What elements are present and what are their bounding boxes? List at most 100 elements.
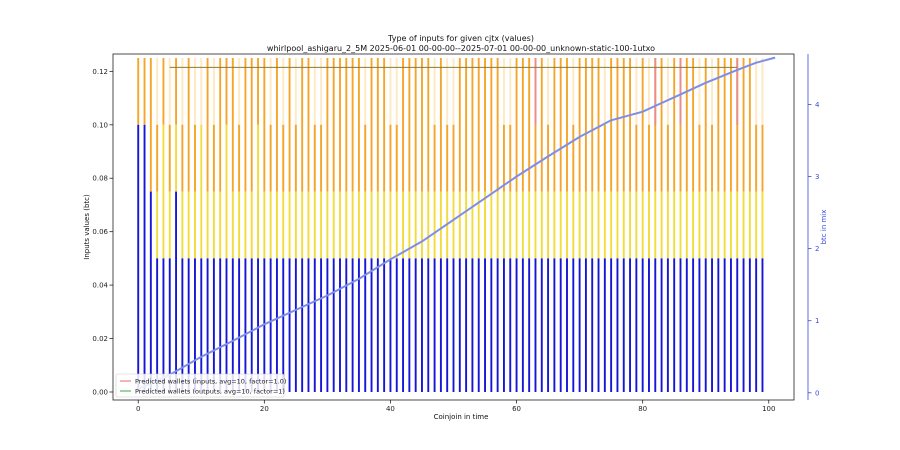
bar-fresh-inputs-14 [225,258,228,392]
bar-fresh-inputs-10 [200,258,203,392]
y-tick-label-0.12: 0.12 [92,68,108,76]
bar-remix-inputs-9 [194,191,196,259]
bar-fresh-inputs-27 [307,258,310,392]
bar-remix-inputs-higher--76 [616,58,619,192]
bar-remix-inputs-higher--78 [629,58,632,192]
bar-remix-inputs-39 [383,191,386,259]
bar-fresh-inputs-52 [465,258,468,392]
bar-fresh-inputs-11 [206,258,209,392]
bar-remix-inputs-higher--50 [452,124,455,192]
bar-fresh-inputs-46 [427,258,430,392]
bar-fresh-inputs-80 [641,258,644,392]
bar-remix-inputs-higher--1 [143,58,146,125]
bar-remix-inputs-82 [654,191,657,259]
y-tick-label-0.10: 0.10 [92,121,108,129]
bar-remix-inputs-higher--69 [572,124,575,192]
bar-remix-inputs-44 [414,191,417,259]
bar-fresh-inputs-36 [364,258,367,392]
bar-fresh-inputs-84 [666,258,669,392]
bar-remix-inputs-18 [250,191,253,259]
bar-fresh-inputs-99 [761,258,764,392]
bar-remix-inputs-25 [294,191,297,259]
bar-remix-inputs-30 [326,191,329,259]
bar-remix-inputs-3 [156,191,159,259]
bar-fresh-inputs-3 [156,258,159,392]
overlay-layer [137,56,776,391]
bar-remix-inputs-higher--14 [225,58,228,125]
bar-remix-inputs-higher--23 [282,124,285,192]
bar-remix-inputs-higher--88 [692,58,695,192]
bar-remix-inputs-higher--13 [219,58,222,192]
bar-remix-inputs-higher--60 [515,58,518,192]
bar-pink-mark-95 [736,58,739,125]
bar-fresh-inputs-70 [578,258,581,392]
bar-fresh-inputs-47 [433,258,436,392]
bar-remix-inputs-97 [748,191,751,259]
y-axis-label: Inputs values (btc) [83,194,91,260]
x-axis-ticks: 0 20 40 60 80 100 [136,400,775,413]
bar-fresh-inputs-2 [149,191,152,392]
bar-remix-inputs-48 [439,191,442,259]
bar-fresh-inputs-39 [383,258,386,392]
bar-fresh-inputs-95 [736,258,739,392]
bar-remix-inputs-higher--68 [566,58,568,192]
bar-remix-inputs-higher--22 [275,58,278,192]
bar-remix-inputs-95 [736,191,739,259]
bar-remix-inputs-32 [339,191,341,259]
bar-remix-inputs-higher--25 [294,124,297,192]
bar-remix-inputs-higher--45 [421,58,423,192]
bar-fresh-inputs-54 [477,258,480,392]
y2-tick-label-3: 3 [815,173,819,181]
bar-fresh-inputs-42 [402,258,405,392]
bar-fresh-inputs-35 [357,258,360,392]
bar-fresh-inputs-21 [269,258,272,392]
chart-subtitle: whirlpool_ashigaru_2_5M 2025-06-01 00-00… [267,44,655,53]
bar-remix-inputs-pale--10 [200,58,203,125]
bar-fresh-inputs-90 [704,258,707,392]
bar-fresh-inputs-33 [345,258,348,392]
bar-remix-inputs-higher--75 [610,58,613,192]
bar-remix-inputs-higher--90 [704,58,707,192]
bar-remix-inputs-higher--70 [578,58,581,192]
chart-title: Type of inputs for given cjtx (values) [387,34,534,43]
bar-remix-inputs-80 [641,191,644,259]
bar-remix-inputs-34 [351,191,354,259]
bar-fresh-inputs-92 [717,258,720,392]
bar-remix-inputs-higher--46 [427,58,430,192]
bar-remix-inputs-higher--28 [313,124,316,192]
bar-remix-inputs-higher--6 [175,58,178,125]
bar-remix-inputs-81 [648,191,650,259]
bar-remix-inputs-higher--84 [666,124,669,192]
legend: Predicted wallets (inputs, avg=10, facto… [115,373,286,398]
bar-remix-inputs-higher--85 [673,58,676,192]
bar-remix-inputs-37 [370,191,373,259]
bar-remix-inputs-higher--64 [540,58,543,192]
bar-fresh-inputs-58 [502,258,505,392]
bar-remix-inputs-72 [591,191,594,259]
bar-fresh-inputs-68 [566,258,568,392]
bar-remix-inputs-67 [559,191,562,259]
x-axis-label: Coinjoin in time [434,413,489,421]
bar-fresh-inputs-57 [496,258,499,392]
bar-remix-inputs-45 [421,191,423,259]
bar-fresh-inputs-19 [257,258,259,392]
bar-remix-inputs-31 [332,191,335,259]
bar-remix-inputs-71 [584,191,587,259]
bar-fresh-inputs-94 [729,258,732,392]
bar-remix-inputs-11 [206,191,209,259]
bar-remix-inputs-higher--57 [496,58,499,192]
y2-tick-label-4: 4 [815,101,820,109]
bar-remix-inputs-higher--61 [521,58,524,192]
bar-remix-inputs-higher--15 [231,58,234,192]
bar-remix-inputs-65 [547,191,550,259]
bar-layer [137,58,764,392]
bar-remix-inputs-12 [212,191,215,259]
bar-remix-inputs-17 [244,191,247,259]
bar-fresh-inputs-26 [301,258,304,392]
bar-remix-inputs-higher--17 [244,58,247,192]
bar-remix-inputs-higher--74 [603,124,606,192]
bar-fresh-inputs-64 [540,258,543,392]
bar-remix-inputs-50 [452,191,455,259]
bar-remix-inputs-higher--42 [402,58,405,192]
x-tick-label-60: 60 [512,405,521,413]
